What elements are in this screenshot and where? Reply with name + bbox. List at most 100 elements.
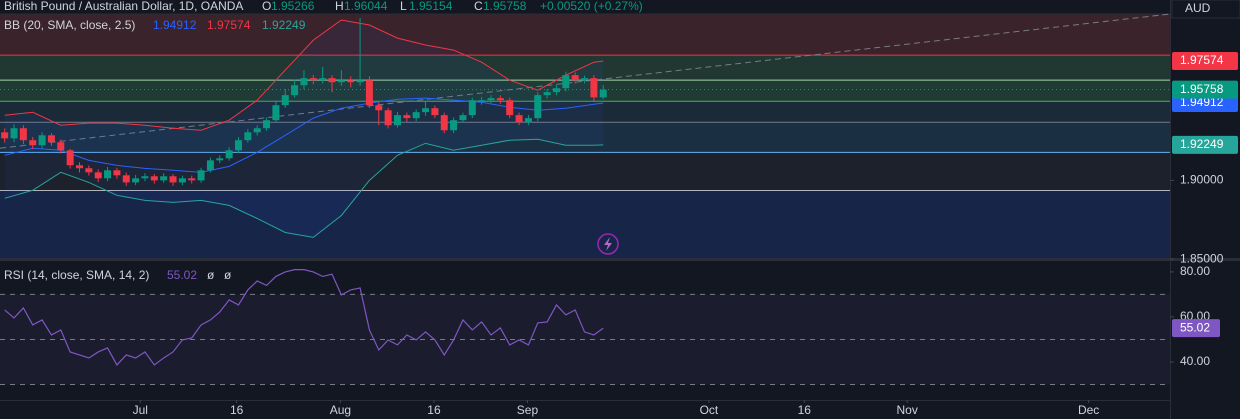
zone [0, 152, 1170, 191]
candle-body [263, 120, 271, 129]
candle-body [113, 170, 121, 176]
x-tick-label: Jul [133, 403, 148, 417]
ohlc-key: H [335, 0, 344, 13]
candle-body [66, 150, 74, 166]
ohlc-value: 1.95266 [271, 0, 315, 13]
candle-body [57, 142, 65, 151]
zone [0, 101, 1170, 123]
candle-body [309, 78, 317, 81]
candle-body [337, 80, 345, 83]
candle-body [169, 176, 177, 183]
ohlc-value: 1.95154 [409, 0, 453, 13]
y-tick-label: 1.85000 [1180, 251, 1224, 265]
candle-body [431, 108, 439, 116]
candle-body [412, 112, 420, 119]
bb-line [4, 19, 604, 131]
bb-value: 1.92249 [262, 18, 306, 32]
rsi-y-tick-label: 80.00 [1180, 264, 1210, 278]
candle-body [253, 128, 261, 133]
bb-value: 1.94912 [153, 18, 197, 32]
ohlc-key: L [400, 0, 407, 13]
zone [0, 122, 1170, 153]
rsi-ma-label: ø [207, 268, 215, 282]
candle-body [19, 128, 27, 141]
currency[interactable]: AUD [1185, 1, 1211, 15]
candle-body [422, 108, 430, 113]
candle-body [1, 132, 9, 139]
x-tick-label: Aug [330, 403, 351, 417]
rsi-ma-label: ø [224, 268, 232, 282]
candle-body [534, 95, 542, 119]
ohlc-value: 1.96044 [344, 0, 388, 13]
zone [0, 190, 1170, 259]
rsi-legend[interactable]: RSI (14, close, SMA, 14, 2) [4, 268, 149, 282]
x-tick-label: 16 [427, 403, 441, 417]
currency-box[interactable] [1171, 0, 1240, 19]
candle-body [178, 178, 186, 183]
candle-body [281, 95, 289, 106]
symbol-title[interactable]: British Pound / Australian Dollar, 1D, O… [4, 0, 243, 13]
candle-body [300, 78, 308, 86]
candle-body [206, 160, 214, 171]
candle-body [506, 100, 514, 116]
alert-bolt[interactable] [604, 237, 612, 251]
x-tick-label: 16 [798, 403, 812, 417]
alert-icon[interactable] [597, 233, 619, 255]
price-label: 1.95758 [1180, 82, 1224, 96]
candle-body [150, 176, 158, 181]
x-tick-label: Nov [897, 403, 918, 417]
candle-body [403, 115, 411, 119]
candle-body [347, 80, 355, 83]
candle-body [132, 178, 140, 183]
candle-body [94, 172, 102, 179]
candle-body [234, 140, 242, 151]
candle-body [216, 158, 224, 161]
candle-body [122, 175, 130, 183]
candle-body [468, 100, 476, 116]
x-tick-label: 16 [230, 403, 244, 417]
candle-body [487, 98, 495, 101]
candle-body [188, 178, 196, 181]
rsi-label: 55.02 [1180, 320, 1210, 334]
candle-body [319, 78, 327, 81]
candle-body [328, 78, 336, 83]
candle-body [104, 170, 112, 179]
bb-line [4, 97, 604, 173]
candle-body [197, 170, 205, 181]
price-label: 1.97574 [1180, 53, 1224, 67]
candle-body [440, 115, 448, 131]
candle-body [291, 85, 299, 96]
candle-body [393, 115, 401, 126]
candle-body [562, 75, 570, 89]
candle-body [459, 115, 467, 121]
candle-body [552, 88, 560, 93]
candle-body [375, 105, 383, 111]
price-label-box [1172, 80, 1238, 99]
x-tick-label: Oct [700, 403, 719, 417]
x-tick-label: Sep [517, 403, 539, 417]
candle-body [141, 176, 149, 179]
bb-line [4, 138, 604, 238]
candle-body [244, 132, 252, 141]
rsi-y-tick-label: 40.00 [1180, 354, 1210, 368]
candle-body [47, 135, 55, 143]
candle-body [85, 168, 93, 173]
candle-body [515, 115, 523, 123]
candle-body [524, 118, 532, 123]
x-tick-label: Dec [1078, 403, 1099, 417]
candle-body [478, 100, 486, 102]
bb-legend[interactable]: BB (20, SMA, close, 2.5) [4, 18, 135, 32]
candle-body [384, 110, 392, 126]
change: +0.00520 (+0.27%) [540, 0, 643, 13]
bb-value: 1.97574 [207, 18, 251, 32]
candle-body [356, 80, 364, 83]
candle-body [365, 80, 373, 106]
rsi-label-box [1172, 319, 1220, 338]
zone [0, 14, 1170, 56]
candle-body [450, 120, 458, 131]
ohlc-key: C [474, 0, 483, 13]
price-label: 1.92249 [1180, 137, 1224, 151]
candle-body [571, 75, 579, 81]
